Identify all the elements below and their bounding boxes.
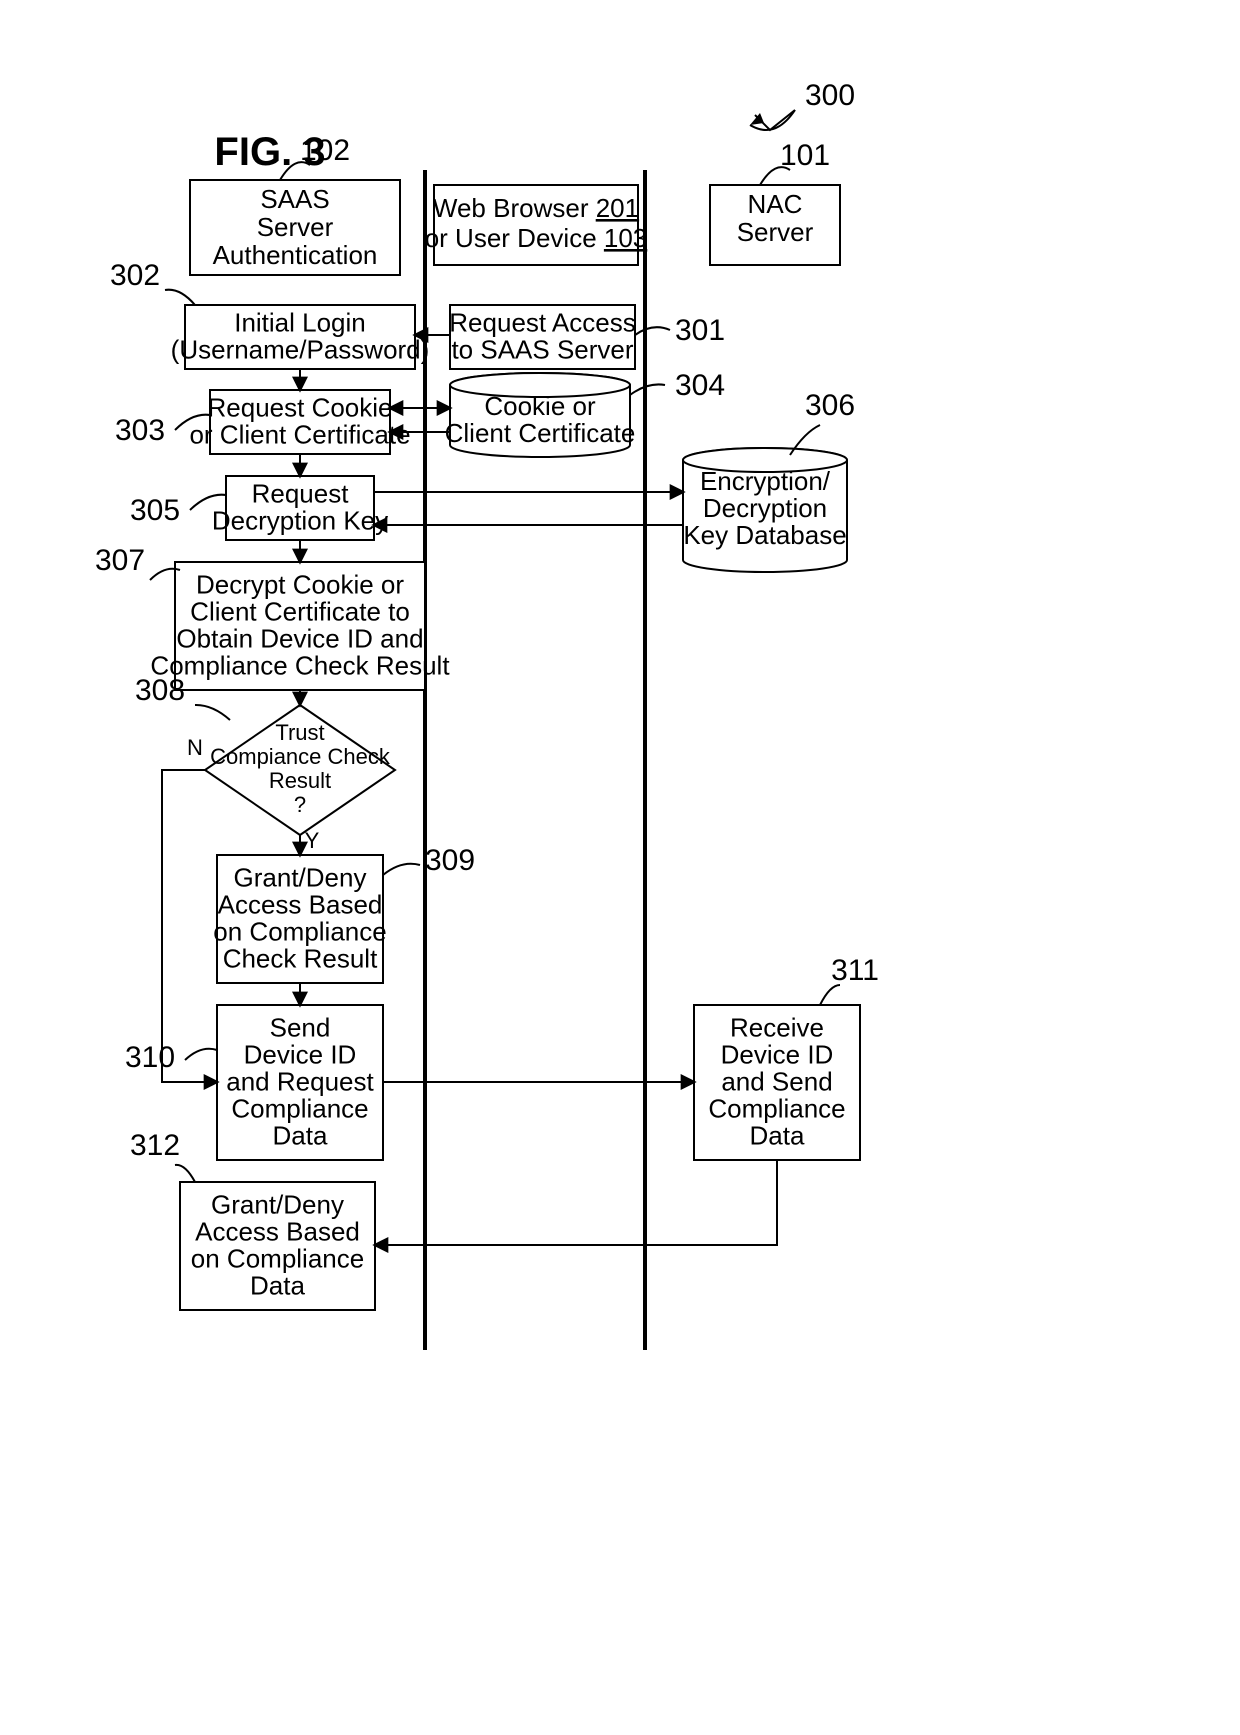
svg-text:N: N	[187, 735, 203, 760]
svg-text:Server: Server	[257, 212, 334, 242]
svg-text:and Send: and Send	[721, 1067, 832, 1097]
svg-text:Key Database: Key Database	[683, 520, 846, 550]
svg-text:307: 307	[95, 544, 145, 577]
svg-text:311: 311	[831, 954, 879, 987]
svg-text:305: 305	[130, 494, 180, 527]
svg-text:Grant/Deny: Grant/Deny	[234, 863, 367, 893]
svg-text:310: 310	[125, 1041, 175, 1074]
svg-text:and Request: and Request	[226, 1067, 374, 1097]
svg-text:Trust: Trust	[275, 720, 324, 745]
svg-text:Decryption: Decryption	[703, 493, 827, 523]
svg-text:Grant/Deny: Grant/Deny	[211, 1190, 344, 1220]
svg-text:Request Access: Request Access	[449, 308, 635, 338]
svg-text:302: 302	[110, 259, 160, 292]
svg-text:Compliance: Compliance	[231, 1094, 368, 1124]
svg-text:Data: Data	[750, 1121, 805, 1151]
svg-text:312: 312	[130, 1129, 180, 1162]
svg-text:or Client Certificate: or Client Certificate	[189, 420, 410, 450]
svg-text:Decrypt Cookie or: Decrypt Cookie or	[196, 570, 404, 600]
svg-text:Decryption Key: Decryption Key	[212, 506, 388, 536]
svg-text:Compliance: Compliance	[708, 1094, 845, 1124]
flowchart-diagram: FIG. 3300SAASServerAuthentication102Web …	[0, 0, 1240, 1735]
svg-text:Compiance Check: Compiance Check	[210, 744, 391, 769]
svg-text:(Username/Password): (Username/Password)	[171, 335, 430, 365]
svg-text:Check Result: Check Result	[223, 944, 378, 974]
svg-text:102: 102	[300, 134, 350, 167]
svg-text:300: 300	[805, 79, 855, 112]
svg-text:Obtain Device ID and: Obtain Device ID and	[176, 624, 423, 654]
svg-text:NAC: NAC	[748, 189, 803, 219]
svg-text:306: 306	[805, 389, 855, 422]
svg-text:Receive: Receive	[730, 1013, 824, 1043]
svg-text:SAAS: SAAS	[260, 184, 329, 214]
svg-text:Device ID: Device ID	[244, 1040, 357, 1070]
svg-text:Authentication: Authentication	[213, 240, 378, 270]
svg-text:to SAAS Server: to SAAS Server	[451, 335, 633, 365]
svg-text:on Compliance: on Compliance	[191, 1244, 364, 1274]
svg-text:301: 301	[675, 314, 725, 347]
svg-text:Access Based: Access Based	[218, 890, 383, 920]
svg-text:or User Device 103: or User Device 103	[425, 223, 648, 253]
svg-text:101: 101	[780, 139, 830, 172]
svg-text:Cookie or: Cookie or	[484, 391, 596, 421]
svg-text:Encryption/: Encryption/	[700, 466, 831, 496]
svg-text:Client Certificate: Client Certificate	[445, 418, 636, 448]
svg-text:304: 304	[675, 369, 725, 402]
svg-text:Initial Login: Initial Login	[234, 308, 366, 338]
svg-text:Request: Request	[252, 479, 350, 509]
svg-text:309: 309	[425, 844, 475, 877]
svg-text:Compliance Check Result: Compliance Check Result	[150, 651, 450, 681]
svg-text:Data: Data	[273, 1121, 328, 1151]
svg-text:Request Cookie: Request Cookie	[208, 393, 393, 423]
svg-text:Device ID: Device ID	[721, 1040, 834, 1070]
svg-text:Server: Server	[737, 217, 814, 247]
svg-text:Result: Result	[269, 768, 331, 793]
svg-text:?: ?	[294, 792, 306, 817]
svg-text:Y: Y	[305, 828, 320, 853]
svg-text:on Compliance: on Compliance	[213, 917, 386, 947]
svg-text:Send: Send	[270, 1013, 331, 1043]
svg-text:Data: Data	[250, 1271, 305, 1301]
svg-text:303: 303	[115, 414, 165, 447]
svg-text:Web Browser 201: Web Browser 201	[433, 193, 639, 223]
svg-text:Client Certificate to: Client Certificate to	[190, 597, 410, 627]
svg-text:Access Based: Access Based	[195, 1217, 360, 1247]
svg-text:308: 308	[135, 674, 185, 707]
